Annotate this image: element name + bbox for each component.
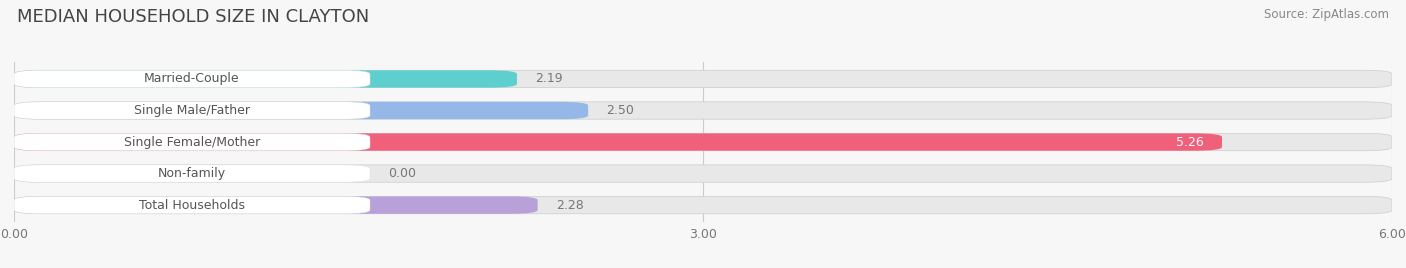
Text: Total Households: Total Households	[139, 199, 245, 212]
Text: Married-Couple: Married-Couple	[145, 72, 240, 85]
FancyBboxPatch shape	[14, 102, 370, 119]
FancyBboxPatch shape	[14, 70, 517, 88]
Text: 2.28: 2.28	[555, 199, 583, 212]
Text: 2.19: 2.19	[536, 72, 562, 85]
Text: 2.50: 2.50	[606, 104, 634, 117]
FancyBboxPatch shape	[14, 196, 537, 214]
FancyBboxPatch shape	[14, 196, 370, 214]
FancyBboxPatch shape	[14, 133, 370, 151]
FancyBboxPatch shape	[14, 102, 588, 119]
FancyBboxPatch shape	[14, 70, 1392, 88]
FancyBboxPatch shape	[14, 102, 1392, 119]
Text: Single Female/Mother: Single Female/Mother	[124, 136, 260, 148]
FancyBboxPatch shape	[14, 133, 1222, 151]
Text: Source: ZipAtlas.com: Source: ZipAtlas.com	[1264, 8, 1389, 21]
Text: Non-family: Non-family	[157, 167, 226, 180]
FancyBboxPatch shape	[14, 70, 370, 88]
FancyBboxPatch shape	[14, 165, 370, 182]
FancyBboxPatch shape	[14, 133, 1392, 151]
Text: 5.26: 5.26	[1175, 136, 1204, 148]
Text: 0.00: 0.00	[388, 167, 416, 180]
Text: Single Male/Father: Single Male/Father	[134, 104, 250, 117]
Text: MEDIAN HOUSEHOLD SIZE IN CLAYTON: MEDIAN HOUSEHOLD SIZE IN CLAYTON	[17, 8, 370, 26]
FancyBboxPatch shape	[14, 165, 1392, 182]
FancyBboxPatch shape	[14, 196, 1392, 214]
